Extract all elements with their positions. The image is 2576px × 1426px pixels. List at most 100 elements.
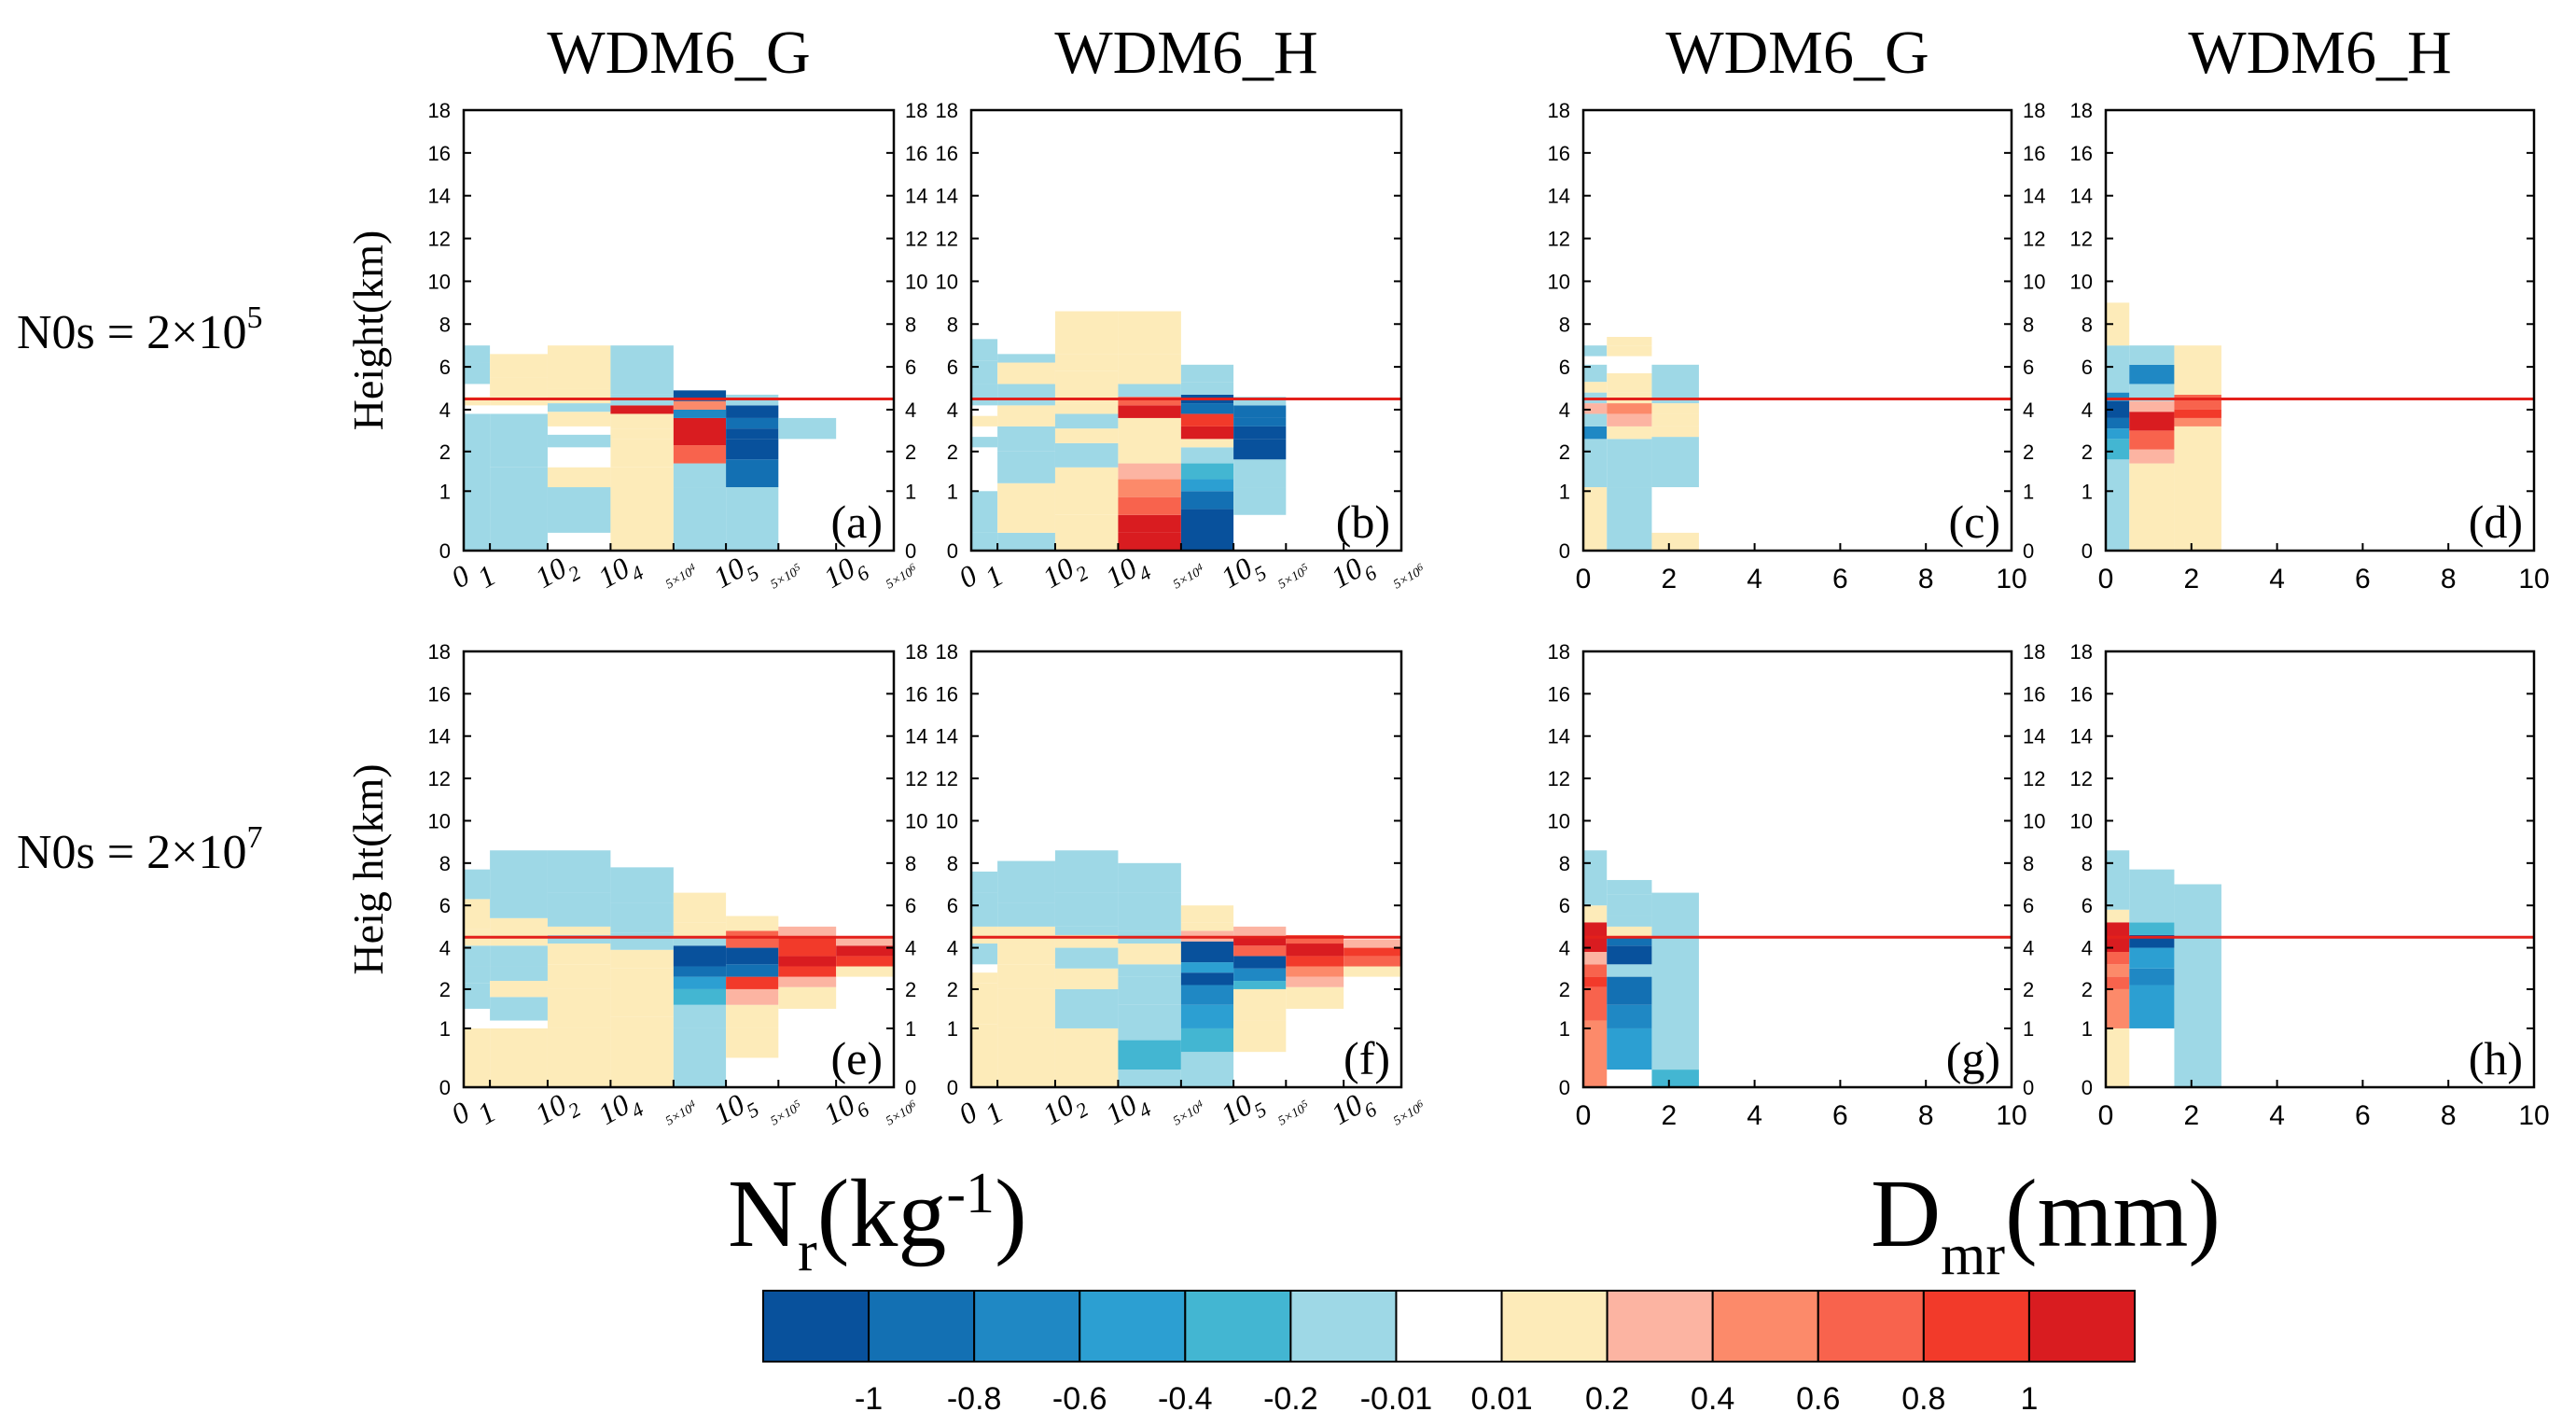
y-tick-label: 4 (2082, 937, 2093, 960)
x-tick-label: 0 (2098, 564, 2114, 594)
heat-cell (726, 964, 779, 977)
heat-cell (2106, 909, 2130, 923)
y-tick-label: 10 (2070, 809, 2093, 832)
heat-cell (997, 354, 1055, 363)
y-tick-label: 14 (905, 185, 927, 208)
legend-label: 0.8 (1901, 1381, 1945, 1417)
heat-cell (2129, 463, 2175, 551)
heat-cell (1344, 956, 1401, 967)
y-tick-label: 14 (1548, 725, 1570, 748)
heat-cell (1180, 509, 1234, 551)
y-tick-label: 1 (905, 1017, 916, 1041)
y-tick-label: 1 (947, 480, 958, 503)
heat-cell (726, 1028, 779, 1058)
heat-cell (1118, 976, 1181, 1005)
heat-cell (1118, 862, 1181, 893)
panel-letter: (b) (1336, 496, 1390, 548)
legend-swatch (1395, 1290, 1503, 1363)
legend-label: -0.8 (947, 1381, 1002, 1417)
heat-cell (1180, 905, 1234, 923)
heat-cell (726, 428, 779, 440)
heat-cell (1118, 405, 1181, 418)
heat-cell (1583, 905, 1608, 923)
y-axis-title: Height(km) (344, 231, 392, 431)
heat-cell (2106, 459, 2130, 551)
y-tick-label: 14 (2023, 185, 2045, 208)
heat-cell (2174, 394, 2221, 410)
heat-cell (2106, 988, 2130, 1028)
heat-cell (1180, 962, 1234, 973)
heat-cell (1233, 405, 1287, 418)
heat-cell (1607, 372, 1652, 393)
x-tick-label: 10 (1996, 564, 2026, 594)
heat-cell (547, 892, 611, 927)
heat-cell (2129, 985, 2175, 1028)
heat-cell (997, 964, 1055, 989)
y-tick-label: 14 (428, 185, 451, 208)
y-tick-label: 8 (439, 313, 451, 336)
heat-cell (547, 345, 611, 389)
heat-cell (726, 947, 779, 965)
heat-cell (778, 417, 837, 440)
heat-cell (971, 532, 998, 551)
y-tick-label: 12 (428, 228, 451, 251)
heat-cell (464, 983, 491, 1009)
y-tick-label: 18 (428, 640, 451, 664)
heat-cell (778, 956, 837, 967)
heat-cell (1286, 986, 1344, 1009)
heat-cell (971, 398, 998, 406)
heat-cell (610, 439, 674, 468)
x-tick-label: 5×104 (662, 562, 700, 593)
y-tick-label: 6 (905, 894, 916, 917)
x-tick-label: 1 (471, 558, 501, 594)
heat-cell (1607, 945, 1652, 965)
heat-cell (673, 400, 727, 410)
heat-cell (490, 467, 548, 551)
legend-label: 0.6 (1796, 1381, 1840, 1417)
y-tick-label: 16 (936, 682, 958, 706)
heat-cell (464, 945, 491, 967)
x-tick-label: 10 (2518, 1100, 2549, 1131)
heat-cell (2174, 409, 2221, 418)
y-tick-label: 8 (905, 313, 916, 336)
heat-cell (2129, 412, 2175, 431)
heat-cell (1607, 964, 1652, 977)
column-title: WDM6_G (547, 19, 810, 87)
heat-cell (673, 988, 727, 1005)
column-titles: WDM6_G WDM6_H WDM6_G WDM6_H (547, 19, 2451, 87)
heat-cell (1054, 354, 1119, 371)
heat-cell (1583, 439, 1608, 488)
heat-cell (547, 403, 611, 412)
x-tick-label: 104 (1100, 1082, 1155, 1138)
heat-cell (1180, 413, 1234, 426)
x-tick-label: 102 (1037, 1082, 1092, 1138)
heat-cell (1583, 345, 1608, 356)
heat-cell (778, 937, 837, 957)
heat-cell (1286, 944, 1344, 957)
heat-cell (464, 384, 491, 398)
heat-cell (1118, 1004, 1181, 1041)
y-tick-label: 18 (1548, 640, 1570, 664)
y-tick-label: 6 (905, 356, 916, 379)
x-tick-label: 5×105 (768, 1098, 805, 1129)
y-tick-label: 16 (1548, 682, 1570, 706)
x-tick-label: 5×105 (768, 562, 805, 593)
legend-label: 0.01 (1470, 1381, 1532, 1417)
heat-cell (673, 463, 727, 488)
y-tick-label: 1 (2082, 480, 2093, 503)
heat-cell (2106, 439, 2130, 460)
column-title: WDM6_H (2188, 19, 2451, 87)
heat-cell (1054, 947, 1119, 969)
y-tick-label: 1 (905, 480, 916, 503)
heat-cell (1583, 850, 1608, 906)
heat-cell (464, 413, 491, 551)
heat-cell (778, 986, 837, 1009)
heat-cell (1118, 944, 1181, 965)
heat-cell (2106, 417, 2130, 429)
heat-cell (2106, 428, 2130, 440)
heat-cell (1233, 926, 1287, 938)
heat-cell (1118, 417, 1181, 464)
heat-cell (1118, 964, 1181, 977)
y-tick-label: 2 (905, 440, 916, 464)
